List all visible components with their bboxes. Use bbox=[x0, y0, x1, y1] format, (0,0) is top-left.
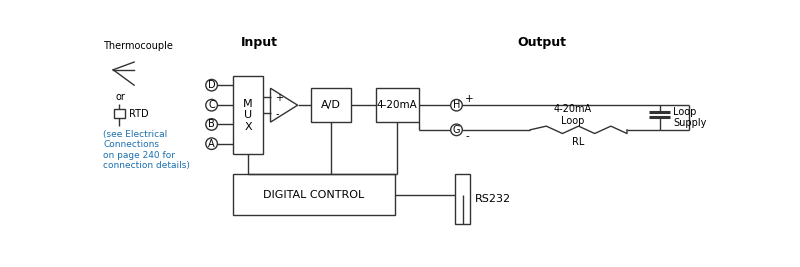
Circle shape bbox=[206, 119, 218, 130]
Text: B: B bbox=[208, 119, 215, 129]
Text: DIGITAL CONTROL: DIGITAL CONTROL bbox=[263, 190, 365, 199]
Text: 4-20mA: 4-20mA bbox=[377, 100, 418, 110]
Text: RS232: RS232 bbox=[475, 194, 511, 204]
Bar bbox=[234, 76, 262, 155]
Text: A/D: A/D bbox=[321, 100, 341, 110]
Text: Loop
Supply: Loop Supply bbox=[674, 107, 707, 128]
Circle shape bbox=[206, 138, 218, 150]
Text: -: - bbox=[466, 131, 469, 141]
Text: A: A bbox=[208, 139, 215, 149]
Text: Thermocouple: Thermocouple bbox=[103, 41, 173, 51]
Bar bbox=[234, 175, 394, 214]
Text: M
U
X: M U X bbox=[243, 99, 253, 132]
Text: (see Electrical
Connections
on page 240 for
connection details): (see Electrical Connections on page 240 … bbox=[103, 130, 190, 170]
Text: +: + bbox=[466, 94, 474, 104]
Text: RL: RL bbox=[572, 137, 585, 147]
Text: Input: Input bbox=[240, 36, 278, 49]
Text: G: G bbox=[453, 125, 460, 135]
Text: D: D bbox=[208, 80, 215, 90]
Polygon shape bbox=[270, 88, 298, 122]
Circle shape bbox=[206, 79, 218, 91]
Text: Output: Output bbox=[518, 36, 566, 49]
Text: 4-20mA
Loop: 4-20mA Loop bbox=[554, 104, 592, 126]
Text: +: + bbox=[275, 93, 283, 103]
Text: -: - bbox=[275, 109, 278, 119]
Circle shape bbox=[450, 99, 462, 111]
Text: H: H bbox=[453, 100, 460, 110]
Bar bbox=[376, 88, 418, 122]
Text: RTD: RTD bbox=[130, 109, 149, 119]
Text: or: or bbox=[115, 92, 126, 103]
Text: C: C bbox=[208, 100, 215, 110]
Bar bbox=[455, 174, 470, 224]
Bar bbox=[114, 109, 125, 118]
Bar bbox=[310, 88, 351, 122]
Circle shape bbox=[206, 99, 218, 111]
Circle shape bbox=[450, 124, 462, 136]
